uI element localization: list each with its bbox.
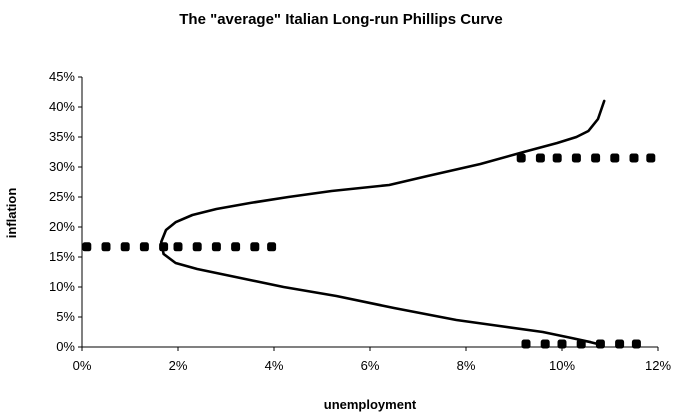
chart-title: The "average" Italian Long-run Phillips …: [179, 11, 502, 28]
dotted-series-2: [516, 153, 656, 163]
dotted-series-1: [82, 242, 277, 252]
y-tick-label: 45%: [49, 69, 75, 84]
series-point: [211, 242, 221, 252]
series-point: [552, 153, 562, 163]
series-point: [192, 242, 202, 252]
series-point: [173, 242, 183, 252]
series-point: [516, 153, 526, 163]
y-tick-label: 25%: [49, 189, 75, 204]
series-point: [629, 153, 639, 163]
series-point: [535, 153, 545, 163]
y-tick-label: 20%: [49, 219, 75, 234]
y-tick-label: 40%: [49, 99, 75, 114]
dotted-series-3: [521, 339, 641, 349]
x-tick-label: 12%: [645, 358, 671, 373]
y-tick-label: 0%: [56, 339, 75, 354]
x-tick-label: 10%: [549, 358, 575, 373]
axes: 0% 5% 10% 15% 20% 25% 30% 35% 40% 45% 0% 2% 4% 6% 8% 10…: [49, 69, 671, 373]
series-point: [120, 242, 130, 252]
y-tick-label: 35%: [49, 129, 75, 144]
x-tick-label: 8%: [457, 358, 476, 373]
y-axis-label: inflation: [4, 188, 19, 239]
series-line-0: [159, 99, 606, 347]
series-point: [571, 153, 581, 163]
x-tick-label: 6%: [361, 358, 380, 373]
series-point: [576, 339, 586, 349]
series-point: [159, 242, 169, 252]
x-tick-label: 2%: [169, 358, 188, 373]
series-point: [615, 339, 625, 349]
series-point: [591, 153, 601, 163]
series-point: [646, 153, 656, 163]
y-tick-label: 10%: [49, 279, 75, 294]
series-point: [267, 242, 277, 252]
series-point: [610, 153, 620, 163]
x-tick-label: 0%: [73, 358, 92, 373]
series-point: [540, 339, 550, 349]
series-point: [595, 339, 605, 349]
x-axis-label: unemployment: [324, 397, 417, 412]
series-point: [101, 242, 111, 252]
series-point: [231, 242, 241, 252]
series-point: [631, 339, 641, 349]
x-tick-label: 4%: [265, 358, 284, 373]
series-point: [557, 339, 567, 349]
y-tick-label: 15%: [49, 249, 75, 264]
y-tick-label: 5%: [56, 309, 75, 324]
series-layer: [82, 99, 656, 349]
series-point: [521, 339, 531, 349]
y-tick-label: 30%: [49, 159, 75, 174]
series-point: [139, 242, 149, 252]
series-point: [250, 242, 260, 252]
series-point: [82, 242, 92, 252]
